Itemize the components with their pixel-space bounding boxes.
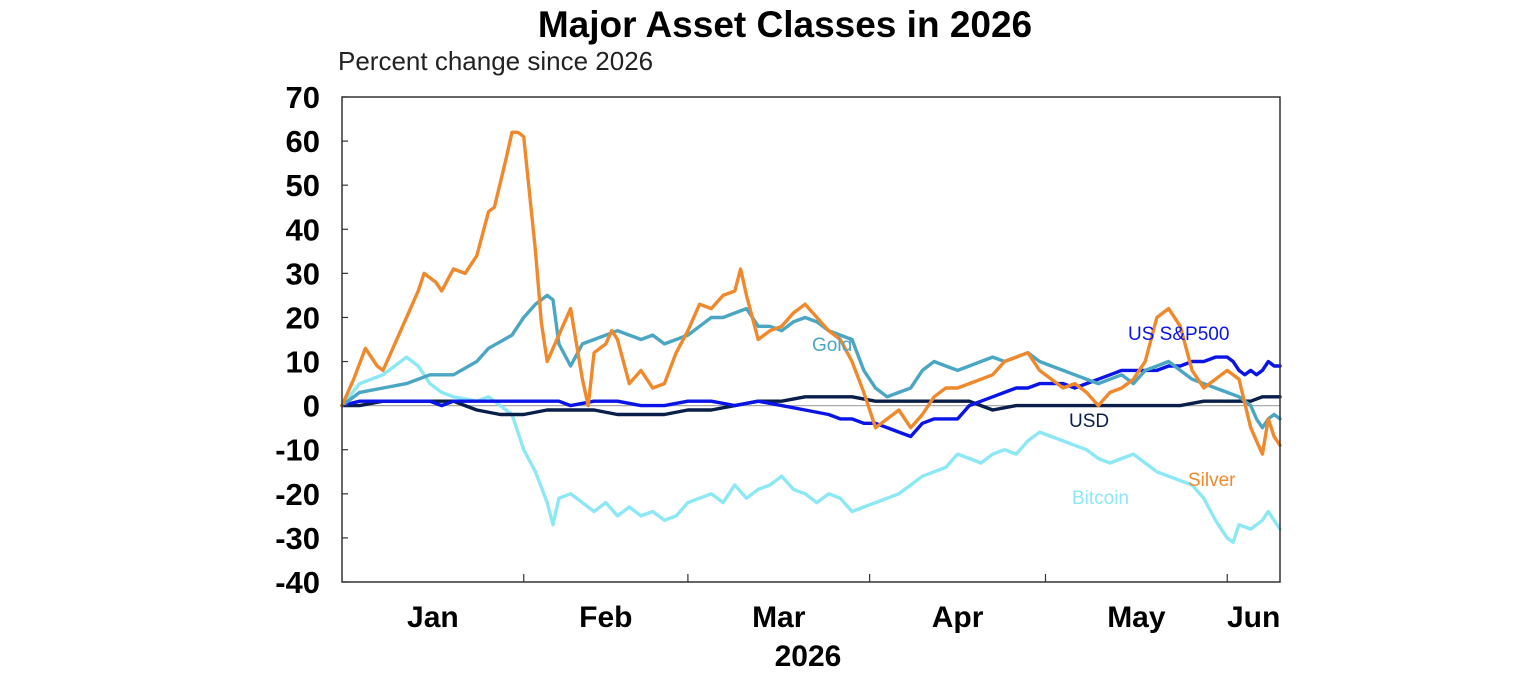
y-tick-label: -10 [275,433,320,468]
y-tick-label: 40 [286,212,320,247]
y-axis-tick-labels: 70 60 50 40 30 20 10 0 -10 -20 -30 -40 [275,80,320,600]
series-line-silver [340,130,1282,456]
y-tick-label: 30 [286,256,320,291]
series-layer [340,130,1282,544]
y-tick-label: 10 [286,345,320,380]
series-label-usd: USD [1069,411,1109,432]
y-tick-label: 70 [286,80,320,115]
y-tick-label: -30 [275,521,320,556]
y-tick-label: 50 [286,168,320,203]
series-line-usd [340,395,1282,417]
chart-title: Major Asset Classes in 2026 [537,4,1033,45]
y-tick-label: 0 [303,389,320,424]
x-tick-label: Feb [579,601,632,634]
series-label-us-s-p500: US S&P500 [1128,324,1229,345]
x-tick-label: Apr [932,601,984,634]
x-tick-label: May [1107,601,1166,634]
x-tick-label: Mar [752,601,806,634]
series-line-gold [340,293,1282,430]
series-label-bitcoin: Bitcoin [1072,488,1129,509]
y-tick-label: 60 [286,124,320,159]
y-tick-label: -20 [275,477,320,512]
y-tick-label: 20 [286,300,320,335]
series-label-silver: Silver [1188,470,1236,491]
series-label-gold: Gold [812,335,852,356]
y-tick-label: -40 [275,565,320,600]
x-axis-tick-labels: Jan Feb Mar Apr May Jun [407,601,1280,634]
series-line-bitcoin [340,355,1282,544]
series-labels: Gold US S&P500 USD Silver Bitcoin [812,324,1236,509]
x-tick-label: Jun [1227,601,1280,634]
axis-ticks [342,96,1228,583]
series-line-us-s-p500 [340,355,1282,439]
plot-frame [341,96,1281,583]
x-tick-label: Jan [407,601,459,634]
x-axis-label: 2026 [775,640,842,673]
chart-subtitle: Percent change since 2026 [338,46,654,76]
